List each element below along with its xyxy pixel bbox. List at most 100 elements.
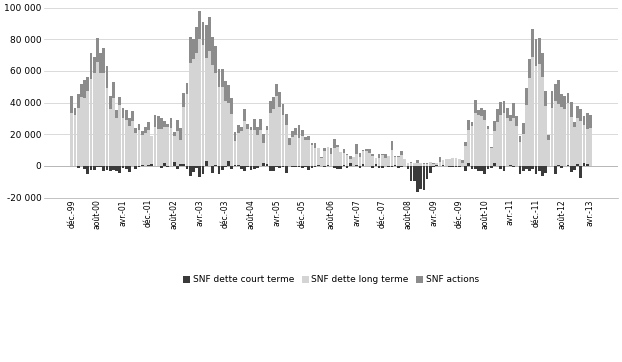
Bar <box>96 166 99 167</box>
Bar <box>93 57 96 73</box>
Bar <box>432 163 435 164</box>
Bar <box>573 166 576 170</box>
Bar <box>550 91 554 108</box>
Bar <box>224 166 227 168</box>
Bar <box>503 166 505 171</box>
Bar <box>205 161 208 166</box>
Bar <box>528 78 531 166</box>
Bar <box>483 120 486 166</box>
Bar <box>340 166 342 169</box>
Bar <box>355 144 358 154</box>
Bar <box>310 166 313 168</box>
Bar <box>573 122 576 127</box>
Bar <box>208 51 211 166</box>
Bar <box>391 141 393 150</box>
Bar <box>493 121 496 131</box>
Bar <box>83 98 86 166</box>
Bar <box>323 166 326 167</box>
Bar <box>237 133 239 166</box>
Bar <box>432 166 435 167</box>
Bar <box>208 17 211 51</box>
Bar <box>170 128 172 166</box>
Bar <box>583 163 585 166</box>
Bar <box>519 142 521 166</box>
Bar <box>221 69 223 87</box>
Bar <box>90 166 92 170</box>
Bar <box>73 108 77 115</box>
Bar <box>269 166 272 171</box>
Bar <box>343 165 345 166</box>
Bar <box>304 138 307 140</box>
Bar <box>499 102 502 115</box>
Bar <box>547 140 550 166</box>
Bar <box>231 114 233 166</box>
Bar <box>519 136 521 142</box>
Bar <box>221 166 223 169</box>
Bar <box>70 113 73 166</box>
Bar <box>586 113 588 129</box>
Bar <box>464 166 467 171</box>
Bar <box>349 163 351 166</box>
Bar <box>474 113 476 166</box>
Bar <box>522 166 524 172</box>
Bar <box>310 143 313 145</box>
Bar <box>547 135 550 140</box>
Bar <box>403 166 406 167</box>
Bar <box>327 165 329 166</box>
Bar <box>483 110 486 120</box>
Bar <box>73 115 77 166</box>
Bar <box>279 107 281 166</box>
Bar <box>368 165 371 166</box>
Bar <box>202 45 205 166</box>
Bar <box>525 105 527 166</box>
Bar <box>371 154 374 156</box>
Bar <box>531 57 534 166</box>
Bar <box>182 107 185 166</box>
Bar <box>122 109 124 118</box>
Bar <box>163 163 166 166</box>
Bar <box>237 165 239 166</box>
Bar <box>90 79 92 166</box>
Bar <box>371 166 374 168</box>
Bar <box>333 147 336 166</box>
Bar <box>112 166 114 171</box>
Bar <box>253 119 256 130</box>
Bar <box>301 130 304 136</box>
Bar <box>80 84 83 97</box>
Bar <box>291 136 294 166</box>
Bar <box>137 166 141 167</box>
Bar <box>182 164 185 166</box>
Bar <box>519 166 521 174</box>
Bar <box>157 116 160 129</box>
Bar <box>90 53 92 79</box>
Bar <box>528 59 531 78</box>
Bar <box>410 166 412 181</box>
Bar <box>458 159 460 166</box>
Bar <box>525 166 527 169</box>
Bar <box>167 166 169 167</box>
Bar <box>160 166 163 168</box>
Bar <box>388 166 390 167</box>
Bar <box>256 135 259 166</box>
Bar <box>503 113 505 166</box>
Bar <box>313 148 317 166</box>
Bar <box>224 81 227 101</box>
Bar <box>512 103 515 118</box>
Bar <box>115 166 118 171</box>
Bar <box>471 166 473 169</box>
Bar <box>435 165 438 166</box>
Bar <box>570 117 573 166</box>
Bar <box>349 159 351 166</box>
Bar <box>538 38 541 63</box>
Bar <box>154 115 156 127</box>
Bar <box>215 73 217 166</box>
Bar <box>352 166 355 167</box>
Bar <box>298 166 300 167</box>
Bar <box>493 163 496 166</box>
Bar <box>249 166 253 170</box>
Bar <box>266 130 269 166</box>
Bar <box>442 160 445 166</box>
Bar <box>535 67 537 166</box>
Bar <box>477 110 480 115</box>
Bar <box>554 166 557 174</box>
